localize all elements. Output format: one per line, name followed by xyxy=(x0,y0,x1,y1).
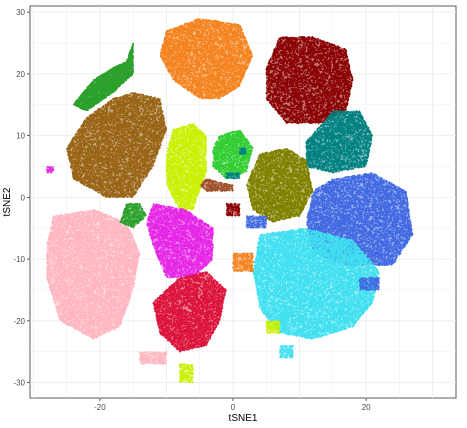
cluster-1 xyxy=(159,18,254,100)
cluster-points xyxy=(45,18,414,384)
